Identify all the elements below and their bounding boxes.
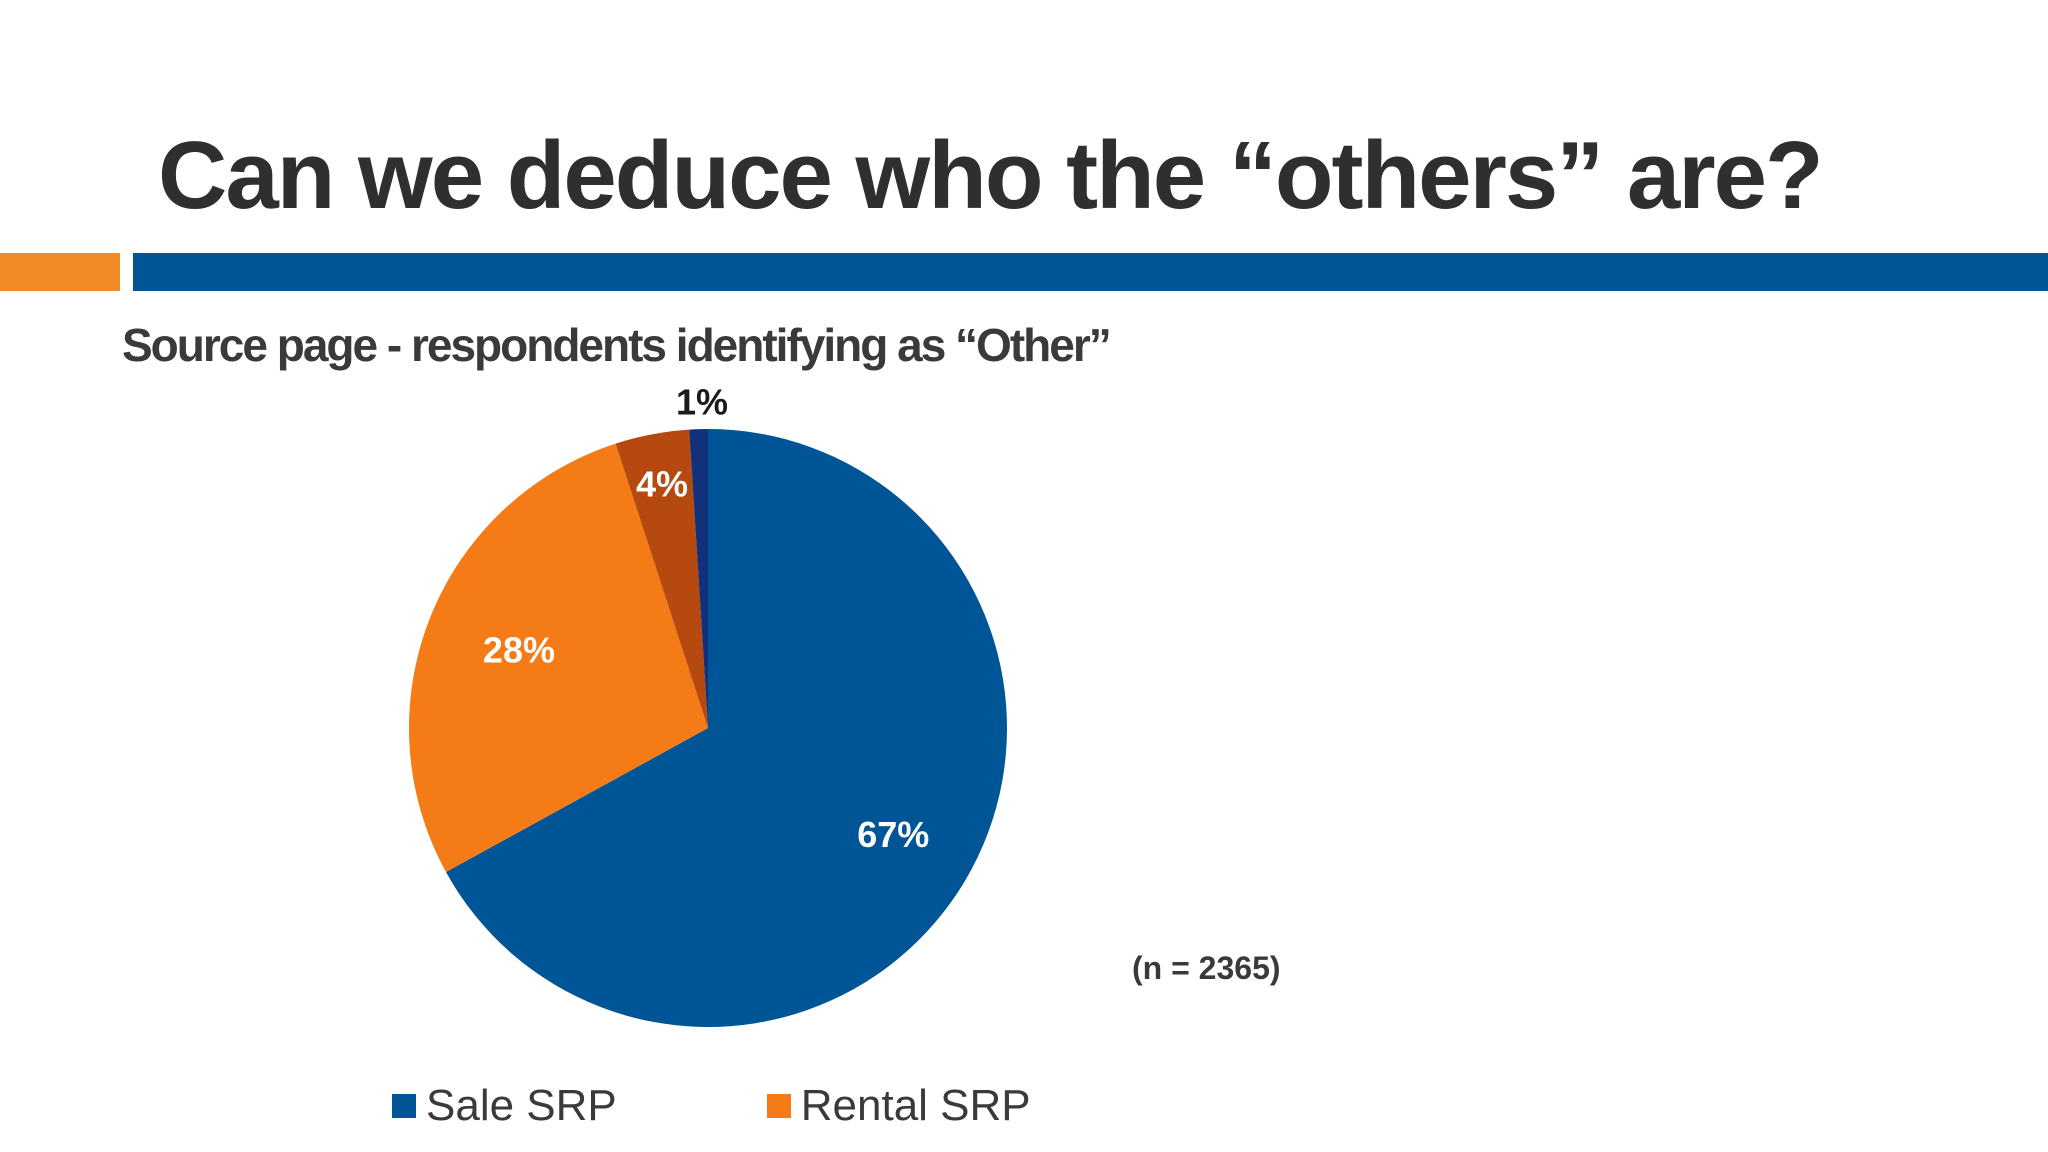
legend-item-rental-srp: Rental SRP xyxy=(766,1081,1031,1130)
header-divider-bar xyxy=(133,253,2048,291)
legend-label-rental-srp: Rental SRP xyxy=(800,1081,1031,1130)
pie-slice-rental-srp xyxy=(408,443,708,873)
chart-title: Source page - respondents identifying as… xyxy=(122,319,1112,371)
data-label-other-2: 1% xyxy=(676,382,728,423)
legend-swatch-sale-srp xyxy=(392,1094,416,1118)
legend-label-sale-srp: Sale SRP xyxy=(426,1081,617,1130)
chart-legend: Sale SRP Rental SRP xyxy=(392,1084,1181,1128)
page-title: Can we deduce who the “others” are? xyxy=(158,122,1824,229)
pie-slice-other-2 xyxy=(689,429,708,728)
data-label-other-1: 4% xyxy=(636,464,688,505)
legend-item-sale-srp: Sale SRP xyxy=(392,1084,617,1128)
sample-size-note: (n = 2365) xyxy=(1132,950,1281,986)
pie-slice-other-1 xyxy=(615,429,708,728)
accent-bar xyxy=(0,253,120,291)
data-label-rental-srp: 28% xyxy=(483,630,555,671)
pie-slice-sale-srp xyxy=(445,429,1008,1027)
data-label-sale-srp: 67% xyxy=(857,814,929,855)
legend-swatch-rental-srp xyxy=(766,1094,791,1118)
